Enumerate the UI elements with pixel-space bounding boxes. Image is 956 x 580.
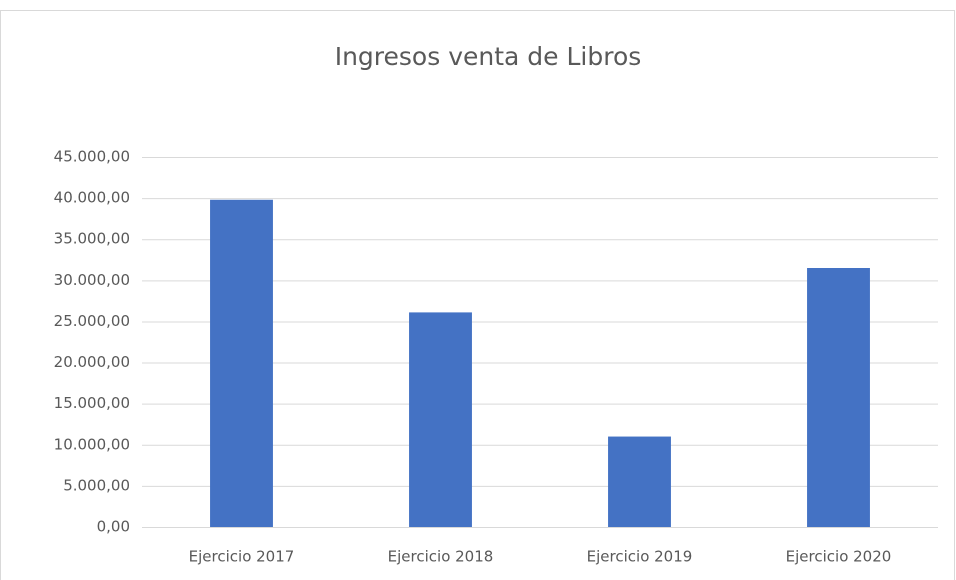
y-tick-label: 20.000,00 xyxy=(54,353,130,371)
x-tick-label: Ejercicio 2019 xyxy=(587,548,693,566)
x-tick-label: Ejercicio 2018 xyxy=(388,548,494,566)
y-tick-label: 35.000,00 xyxy=(54,230,130,248)
x-tick-label: Ejercicio 2017 xyxy=(189,548,295,566)
y-tick-label: 0,00 xyxy=(97,518,130,536)
y-tick-label: 15.000,00 xyxy=(54,394,130,412)
y-tick-label: 5.000,00 xyxy=(63,476,130,494)
y-tick-label: 10.000,00 xyxy=(54,435,130,453)
chart-title: Ingresos venta de Libros xyxy=(335,42,642,71)
chart-border xyxy=(0,10,955,580)
bar xyxy=(210,199,273,527)
y-tick-label: 30.000,00 xyxy=(54,271,130,289)
y-tick-label: 25.000,00 xyxy=(54,312,130,330)
bar xyxy=(608,436,671,527)
y-tick-label: 45.000,00 xyxy=(54,148,130,166)
x-tick-label: Ejercicio 2020 xyxy=(786,548,892,566)
bar xyxy=(807,268,870,527)
bar xyxy=(409,312,472,527)
y-tick-label: 40.000,00 xyxy=(54,189,130,207)
